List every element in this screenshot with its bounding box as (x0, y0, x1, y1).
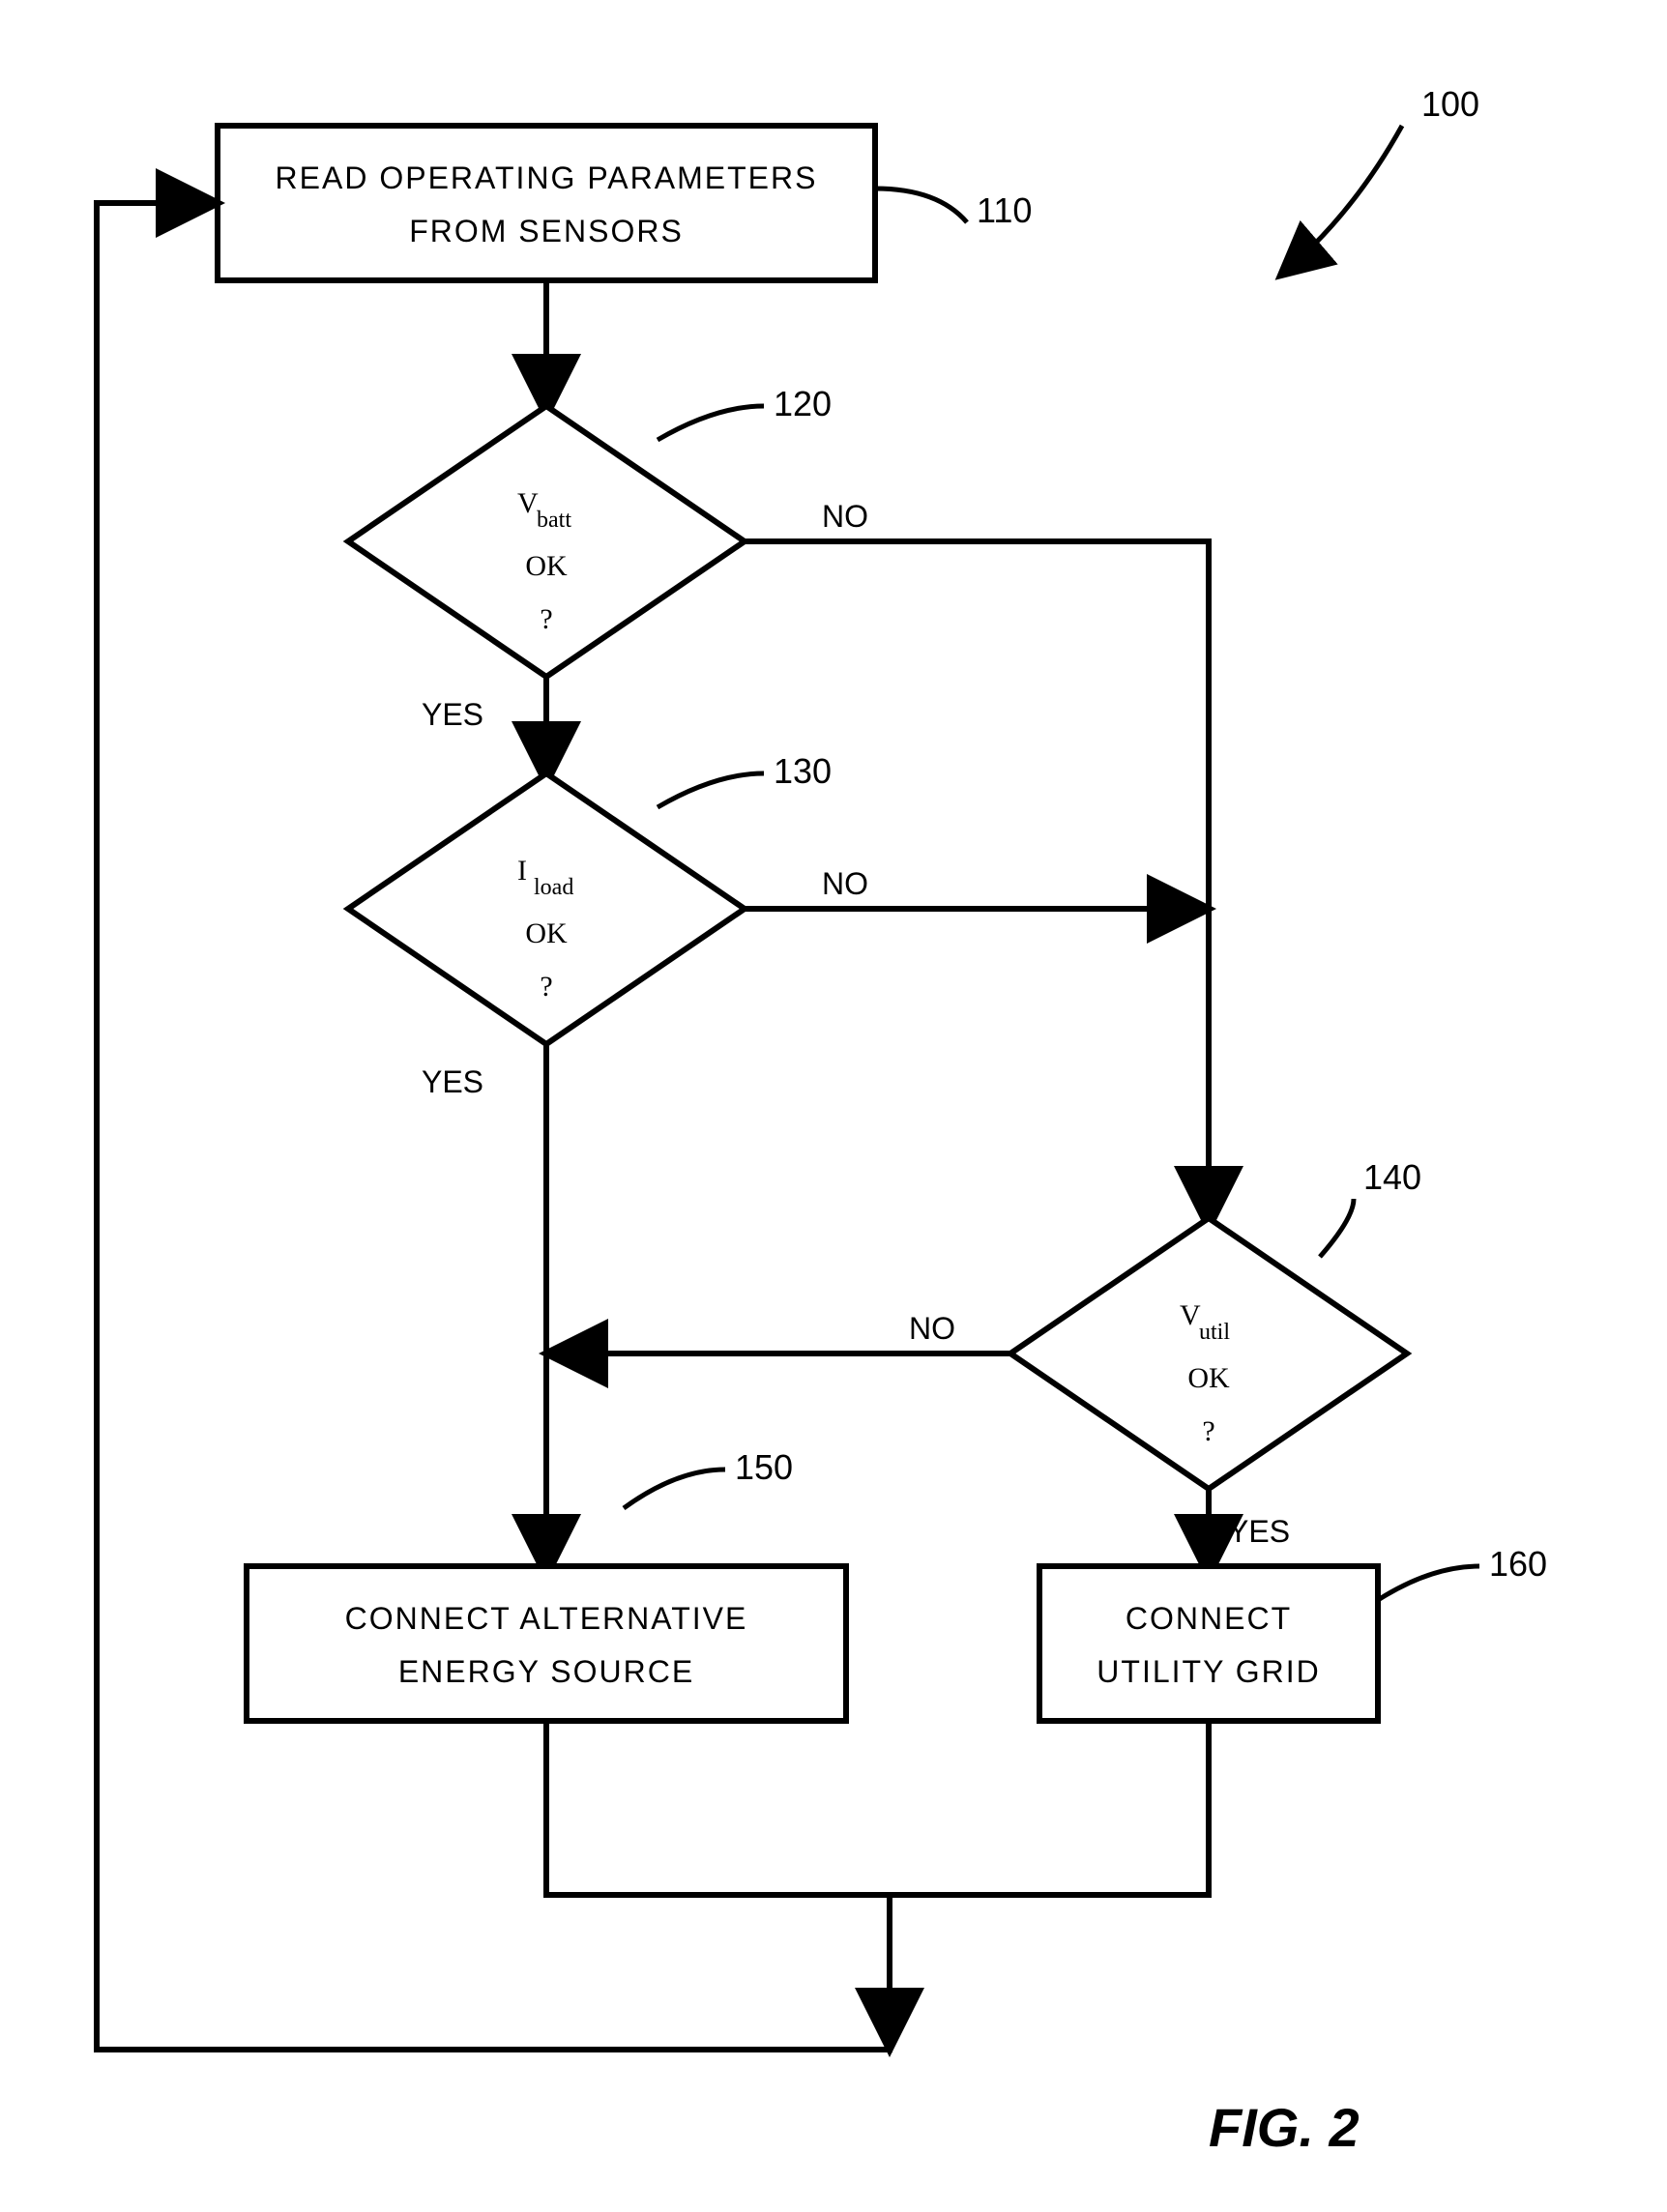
d130-var: I (517, 855, 527, 887)
ref-100: 100 (1421, 84, 1479, 124)
decision-vutil (1010, 1218, 1407, 1489)
edge-120-no-label: NO (822, 499, 868, 534)
d140-var: V (1180, 1299, 1201, 1331)
callout-140 (1320, 1199, 1354, 1257)
d130-ok: OK (525, 917, 568, 949)
ref-150: 150 (735, 1447, 793, 1487)
process-connect-grid (1039, 1566, 1378, 1721)
process-read-sensors (218, 126, 875, 280)
d130-sub: load (534, 875, 573, 900)
edge-160-merge (890, 1721, 1209, 1895)
process-110-line2: FROM SENSORS (409, 214, 684, 248)
d140-sub: util (1199, 1320, 1230, 1345)
edge-120-no (745, 541, 1209, 1218)
callout-160 (1378, 1566, 1479, 1600)
callout-120 (658, 406, 764, 440)
d130-q: ? (540, 971, 552, 1003)
ref-130: 130 (774, 751, 832, 791)
edge-120-yes-label: YES (422, 697, 483, 732)
d120-sub: batt (537, 508, 571, 533)
decision-iload (348, 773, 745, 1044)
d140-ok: OK (1187, 1362, 1230, 1394)
process-150-line1: CONNECT ALTERNATIVE (345, 1601, 748, 1636)
process-110-line1: READ OPERATING PARAMETERS (276, 160, 818, 195)
ref-160: 160 (1489, 1544, 1547, 1584)
callout-130 (658, 773, 764, 807)
ref-140: 140 (1363, 1157, 1421, 1197)
d140-q: ? (1202, 1415, 1214, 1447)
ref-110: 110 (977, 190, 1032, 230)
d120-ok: OK (525, 550, 568, 582)
callout-150 (624, 1470, 725, 1508)
ref-120: 120 (774, 384, 832, 423)
figure-label: FIG. 2 (1209, 2097, 1360, 2158)
edge-130-yes-label: YES (422, 1064, 483, 1099)
process-connect-alt (247, 1566, 846, 1721)
callout-110 (875, 189, 967, 222)
d120-var: V (517, 487, 539, 519)
edge-130-no-label: NO (822, 866, 868, 901)
process-160-line1: CONNECT (1126, 1601, 1292, 1636)
d120-q: ? (540, 603, 552, 635)
decision-vbatt (348, 406, 745, 677)
edge-140-yes-label: YES (1228, 1514, 1290, 1549)
edge-140-no-label: NO (909, 1311, 955, 1346)
process-160-line2: UTILITY GRID (1097, 1654, 1320, 1689)
edge-150-merge (546, 1721, 890, 1895)
callout-100 (1286, 126, 1402, 271)
process-150-line2: ENERGY SOURCE (398, 1654, 694, 1689)
flowchart-canvas: 100 READ OPERATING PARAMETERS FROM SENSO… (0, 0, 1667, 2212)
